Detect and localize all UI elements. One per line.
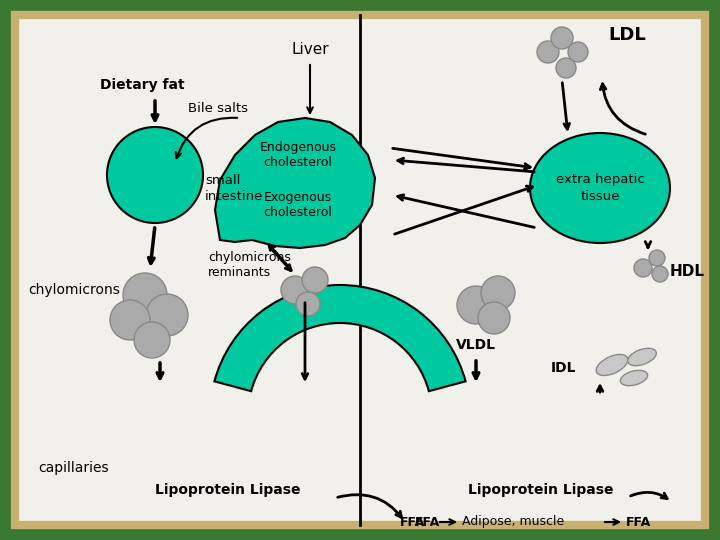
Circle shape <box>107 127 203 223</box>
Ellipse shape <box>621 370 648 386</box>
Circle shape <box>110 300 150 340</box>
Text: extra hepatic
tissue: extra hepatic tissue <box>556 173 644 203</box>
Circle shape <box>652 266 668 282</box>
Ellipse shape <box>530 133 670 243</box>
Text: Endogenous
cholesterol: Endogenous cholesterol <box>259 140 336 170</box>
Text: small
intestine: small intestine <box>205 173 264 202</box>
Text: IDL: IDL <box>551 361 576 375</box>
Text: Bile salts: Bile salts <box>188 102 248 114</box>
Ellipse shape <box>596 354 628 375</box>
Circle shape <box>296 292 320 316</box>
Text: Exogenous
cholesterol: Exogenous cholesterol <box>264 191 333 219</box>
Text: FFA: FFA <box>415 516 440 529</box>
Text: LDL: LDL <box>608 26 646 44</box>
Ellipse shape <box>628 348 657 366</box>
Circle shape <box>302 267 328 293</box>
FancyBboxPatch shape <box>15 15 705 525</box>
Text: chylomicrons: chylomicrons <box>28 283 120 297</box>
Wedge shape <box>215 285 466 391</box>
Circle shape <box>123 273 167 317</box>
Text: Dietary fat: Dietary fat <box>100 78 184 92</box>
Circle shape <box>457 286 495 324</box>
Text: Liver: Liver <box>291 43 329 57</box>
Text: chylomicrons
reminants: chylomicrons reminants <box>208 251 291 280</box>
Text: capillaries: capillaries <box>38 461 109 475</box>
Circle shape <box>478 302 510 334</box>
Text: Adipose, muscle: Adipose, muscle <box>462 516 564 529</box>
Text: FFA: FFA <box>400 516 426 529</box>
Circle shape <box>537 41 559 63</box>
Circle shape <box>481 276 515 310</box>
Circle shape <box>134 322 170 358</box>
Text: Lipoprotein Lipase: Lipoprotein Lipase <box>468 483 613 497</box>
Circle shape <box>146 294 188 336</box>
Polygon shape <box>215 118 375 248</box>
Circle shape <box>649 250 665 266</box>
Circle shape <box>551 27 573 49</box>
Circle shape <box>281 276 309 304</box>
Circle shape <box>556 58 576 78</box>
Text: HDL: HDL <box>670 265 705 280</box>
Text: FFA: FFA <box>626 516 652 529</box>
Text: Lipoprotein Lipase: Lipoprotein Lipase <box>155 483 300 497</box>
Circle shape <box>634 259 652 277</box>
Text: VLDL: VLDL <box>456 338 496 352</box>
Circle shape <box>568 42 588 62</box>
